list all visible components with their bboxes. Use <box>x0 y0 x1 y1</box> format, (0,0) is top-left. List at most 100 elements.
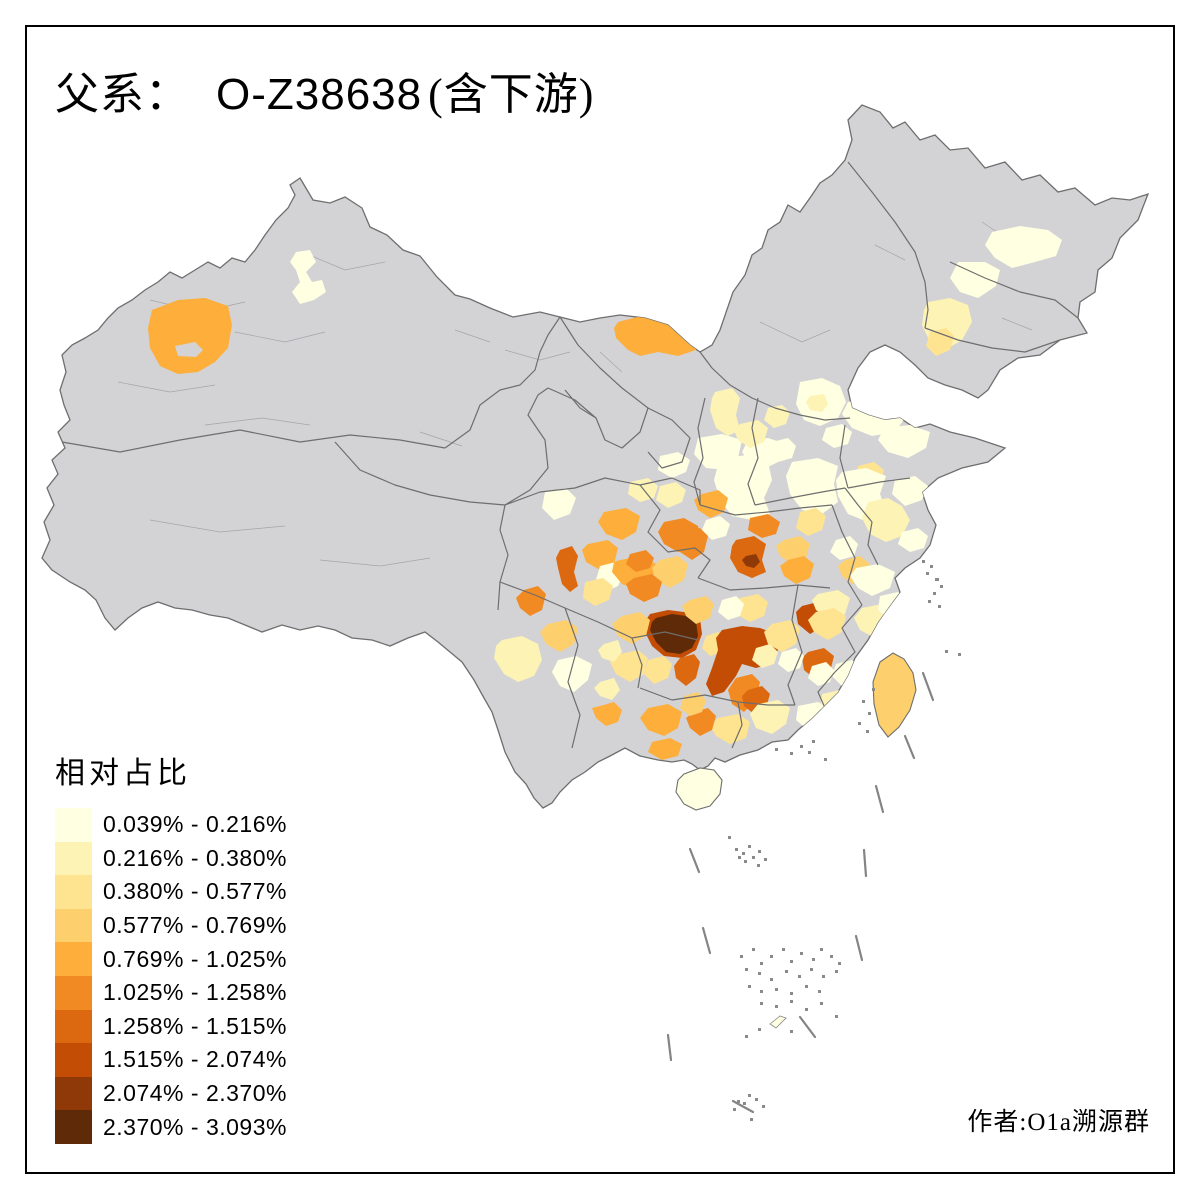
map-region <box>594 678 620 700</box>
map-region <box>598 640 622 662</box>
island-specks <box>728 560 961 1121</box>
legend-label: 1.025% - 1.258% <box>103 979 287 1006</box>
legend-swatch <box>55 1009 92 1044</box>
legend-item: 0.577% - 0.769% <box>55 908 287 943</box>
map-region <box>764 620 800 652</box>
map-region <box>175 342 203 357</box>
map-region <box>714 455 772 520</box>
map-region <box>592 702 622 726</box>
map-region <box>583 578 613 606</box>
mainland-outline <box>41 104 1150 809</box>
map-region <box>556 546 578 592</box>
map-region <box>658 518 702 552</box>
legend-swatch <box>55 1076 92 1111</box>
map-region <box>652 556 688 588</box>
legend-item: 0.039% - 0.216% <box>55 808 287 842</box>
map-region <box>540 620 578 652</box>
map-region <box>582 540 618 570</box>
map-region <box>778 648 804 672</box>
legend-item: 0.216% - 0.380% <box>55 841 287 876</box>
legend-title: 相对占比 <box>55 757 191 790</box>
map-region <box>820 690 850 718</box>
map-region <box>710 714 750 744</box>
map-region <box>648 738 682 760</box>
map-region <box>626 574 662 602</box>
legend-item: 1.025% - 1.258% <box>55 975 287 1010</box>
map-region <box>710 388 740 436</box>
legend-swatch <box>55 975 92 1010</box>
title-prefix: 父系： <box>55 70 190 119</box>
map-region <box>926 328 954 356</box>
legend-rows: 0.039% - 0.216% 0.216% - 0.380% 0.380% - 0… <box>55 808 287 1144</box>
map-region <box>718 596 744 620</box>
legend-swatch <box>55 942 92 976</box>
map-region <box>808 608 846 640</box>
legend-swatch <box>55 875 92 909</box>
map-region <box>656 482 686 508</box>
map-region <box>674 654 700 686</box>
map-region <box>768 438 796 462</box>
province-borders <box>61 161 1079 749</box>
map-region <box>516 586 546 616</box>
legend-label: 2.074% - 2.370% <box>103 1080 287 1107</box>
map-region <box>644 656 672 684</box>
map-region <box>750 700 790 734</box>
map-region <box>290 250 326 304</box>
title-suffix: (含下游) <box>428 70 595 119</box>
legend-label: 0.769% - 1.025% <box>103 945 287 972</box>
map-region <box>862 498 910 542</box>
legend: 相对占比 0.039% - 0.216% 0.216% - 0.380% 0.380… <box>55 748 287 1144</box>
map-region <box>950 262 1000 298</box>
legend-label: 0.380% - 0.577% <box>103 878 287 905</box>
map-region <box>682 596 714 624</box>
legend-item: 1.515% - 2.074% <box>55 1043 287 1077</box>
map-region <box>830 536 858 560</box>
taiwan-island <box>872 652 917 738</box>
legend-swatch <box>55 1110 92 1144</box>
map-region <box>542 488 576 520</box>
legend-label: 0.216% - 0.380% <box>103 844 287 871</box>
map-region <box>892 476 928 506</box>
legend-item: 2.074% - 2.370% <box>55 1076 287 1111</box>
legend-item: 1.258% - 1.515% <box>55 1009 287 1044</box>
map-region <box>640 704 682 736</box>
map-region <box>610 650 648 682</box>
legend-swatch <box>55 808 92 842</box>
page-title: 父系： O-Z38638 (含下游) <box>55 58 594 122</box>
map-region <box>796 508 826 536</box>
legend-label: 0.039% - 0.216% <box>103 811 287 838</box>
map-region <box>626 550 654 572</box>
legend-label: 2.370% - 3.093% <box>103 1113 287 1140</box>
south-sea-islet <box>769 1015 787 1029</box>
map-region <box>780 556 814 584</box>
map-region <box>686 708 716 736</box>
map-region <box>806 394 828 412</box>
map-region <box>786 458 838 514</box>
map-region <box>148 298 232 374</box>
map-region <box>702 516 730 540</box>
legend-label: 1.515% - 2.074% <box>103 1046 287 1073</box>
map-region <box>878 425 930 458</box>
legend-label: 1.258% - 1.515% <box>103 1012 287 1039</box>
map-region <box>898 528 928 552</box>
legend-swatch <box>55 841 92 876</box>
legend-swatch <box>55 908 92 943</box>
map-region <box>742 554 760 568</box>
legend-label: 0.577% - 0.769% <box>103 912 287 939</box>
map-region <box>752 644 778 668</box>
map-region <box>598 508 640 540</box>
map-region <box>850 564 895 596</box>
legend-item: 0.769% - 1.025% <box>55 942 287 976</box>
legend-item: 0.380% - 0.577% <box>55 875 287 909</box>
map-region <box>734 420 768 448</box>
map-region <box>552 656 592 692</box>
map-region <box>836 696 866 724</box>
map-region <box>706 626 778 696</box>
legend-swatch <box>55 1043 92 1077</box>
attribution: 作者:O1a溯源群 <box>967 1109 1150 1136</box>
map-region <box>985 226 1062 268</box>
title-haplogroup: O-Z38638 <box>216 70 423 119</box>
nine-dash-line <box>666 671 935 1114</box>
